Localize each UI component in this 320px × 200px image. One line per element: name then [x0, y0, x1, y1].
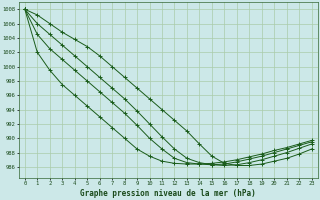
X-axis label: Graphe pression niveau de la mer (hPa): Graphe pression niveau de la mer (hPa)	[80, 189, 256, 198]
